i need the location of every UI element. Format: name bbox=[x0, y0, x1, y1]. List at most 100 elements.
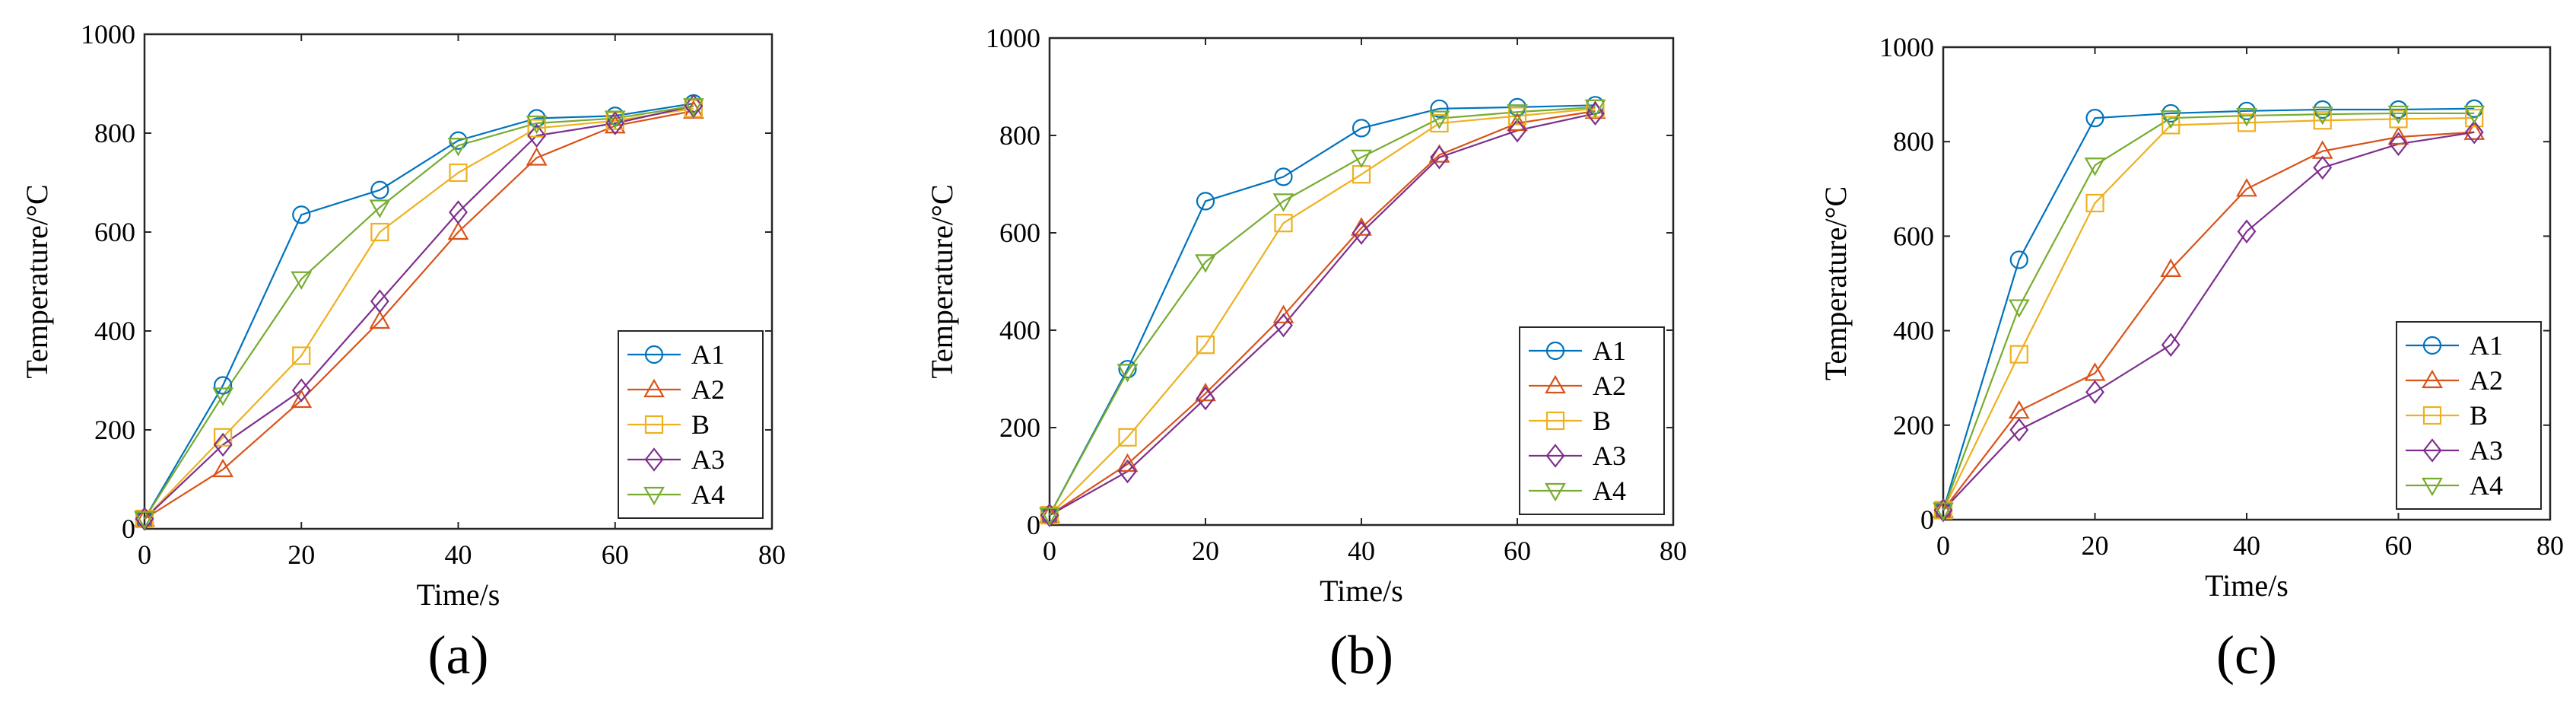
data-point-a4 bbox=[2311, 107, 2333, 126]
y-tick-label: 600 bbox=[999, 218, 1040, 248]
data-point-a4 bbox=[526, 115, 548, 135]
series-markers bbox=[134, 94, 704, 531]
legend-label: A4 bbox=[2470, 470, 2503, 501]
legend-marker-a4 bbox=[2422, 477, 2443, 497]
data-point-a2 bbox=[212, 458, 234, 478]
series-line-a2 bbox=[144, 110, 694, 520]
legend-label: A1 bbox=[2470, 330, 2503, 361]
y-axis-label: Temperature/°C bbox=[1818, 186, 1853, 380]
legend-label: A2 bbox=[691, 374, 725, 405]
legend-marker-b bbox=[644, 415, 664, 434]
series-line-b bbox=[144, 107, 694, 520]
y-tick-label: 1000 bbox=[81, 19, 135, 49]
data-point-a4 bbox=[291, 271, 313, 290]
x-tick-label: 80 bbox=[758, 539, 786, 570]
series-lines bbox=[1049, 104, 1596, 517]
data-point-a3 bbox=[1196, 386, 1215, 411]
data-point-b bbox=[1118, 428, 1137, 447]
data-point-a4 bbox=[682, 98, 704, 117]
series-line-a1 bbox=[144, 102, 694, 520]
data-point-a2 bbox=[1039, 504, 1060, 523]
data-point-a4 bbox=[1584, 99, 1606, 119]
data-point-a3 bbox=[2161, 332, 2181, 358]
data-point-a4 bbox=[1351, 149, 1372, 169]
data-point-a4 bbox=[2236, 107, 2257, 127]
data-point-a3 bbox=[1118, 459, 1137, 484]
y-tick-label: 0 bbox=[1027, 510, 1040, 540]
y-tick-label: 800 bbox=[94, 118, 135, 148]
legend-label: A3 bbox=[1593, 441, 1626, 471]
x-tick-label: 0 bbox=[1936, 530, 1950, 561]
x-tick-label: 40 bbox=[2233, 530, 2260, 561]
data-point-a2 bbox=[291, 389, 313, 409]
legend-marker-a3 bbox=[1545, 444, 1565, 468]
data-point-a1 bbox=[370, 180, 389, 199]
x-tick-label: 80 bbox=[2536, 530, 2564, 561]
series-line-a4 bbox=[1942, 112, 2475, 511]
panel-label: (b) bbox=[1329, 625, 1393, 686]
data-point-a4 bbox=[447, 138, 469, 157]
legend-label: B bbox=[1593, 406, 1611, 436]
data-point-a3 bbox=[2313, 155, 2333, 180]
data-point-a3 bbox=[1586, 101, 1605, 126]
data-point-a4 bbox=[2008, 299, 2030, 318]
x-axis-label: Time/s bbox=[1320, 574, 1403, 608]
y-tick-label: 800 bbox=[1893, 126, 1934, 157]
data-point-a3 bbox=[449, 200, 468, 224]
data-point-a3 bbox=[370, 289, 389, 313]
data-point-a1 bbox=[2009, 250, 2028, 269]
data-point-a1 bbox=[1352, 119, 1371, 138]
x-axis-label: Time/s bbox=[2205, 568, 2289, 603]
series-line-a2 bbox=[1049, 110, 1596, 517]
legend-marker-a3 bbox=[2422, 438, 2442, 463]
data-point-a3 bbox=[213, 432, 233, 457]
series-line-b bbox=[1049, 107, 1596, 516]
y-tick-label: 1000 bbox=[1879, 32, 1934, 62]
y-tick-label: 0 bbox=[122, 514, 135, 544]
data-point-b bbox=[2465, 109, 2484, 128]
data-point-a4 bbox=[1272, 193, 1294, 212]
y-axis-label: Temperature/°C bbox=[925, 184, 959, 378]
series-lines bbox=[1942, 107, 2475, 511]
data-point-b bbox=[2009, 345, 2028, 364]
x-axis-label: Time/s bbox=[417, 577, 500, 612]
data-point-a2 bbox=[2387, 126, 2409, 145]
legend-label: A2 bbox=[1593, 371, 1626, 401]
data-point-a1 bbox=[292, 205, 311, 224]
y-tick-label: 200 bbox=[999, 412, 1040, 443]
series-line-a1 bbox=[1942, 107, 2475, 511]
data-point-a2 bbox=[1116, 453, 1139, 472]
x-tick-label: 20 bbox=[2082, 530, 2109, 561]
x-tick-label: 60 bbox=[2385, 530, 2412, 561]
legend: A1 A2 B A3 A4 bbox=[618, 330, 764, 519]
y-tick-label: 800 bbox=[999, 120, 1040, 151]
series-line-a3 bbox=[144, 105, 694, 520]
legend-label: A1 bbox=[691, 339, 725, 370]
data-point-a2 bbox=[134, 507, 155, 527]
x-tick-label: 20 bbox=[287, 539, 315, 570]
data-point-a4 bbox=[2463, 105, 2485, 125]
data-point-b bbox=[2085, 193, 2104, 213]
data-point-a4 bbox=[212, 387, 234, 406]
legend-marker-b bbox=[1545, 411, 1565, 431]
data-point-b bbox=[1196, 336, 1215, 355]
data-point-a4 bbox=[1039, 507, 1060, 527]
legend-marker-a1 bbox=[1545, 341, 1565, 361]
legend-label: B bbox=[2470, 400, 2488, 431]
legend-label: A4 bbox=[691, 479, 725, 510]
data-point-b bbox=[527, 119, 546, 138]
series-line-b bbox=[1942, 117, 2475, 511]
data-point-a3 bbox=[1352, 221, 1371, 245]
data-point-a3 bbox=[1430, 145, 1449, 170]
legend-marker-a2 bbox=[1545, 374, 1566, 394]
data-point-b bbox=[1430, 113, 1449, 133]
x-tick-label: 60 bbox=[1504, 536, 1531, 566]
legend-label: B bbox=[691, 409, 710, 440]
legend-label: A1 bbox=[1593, 336, 1626, 366]
y-tick-label: 200 bbox=[94, 415, 135, 445]
data-point-a4 bbox=[1116, 364, 1139, 383]
